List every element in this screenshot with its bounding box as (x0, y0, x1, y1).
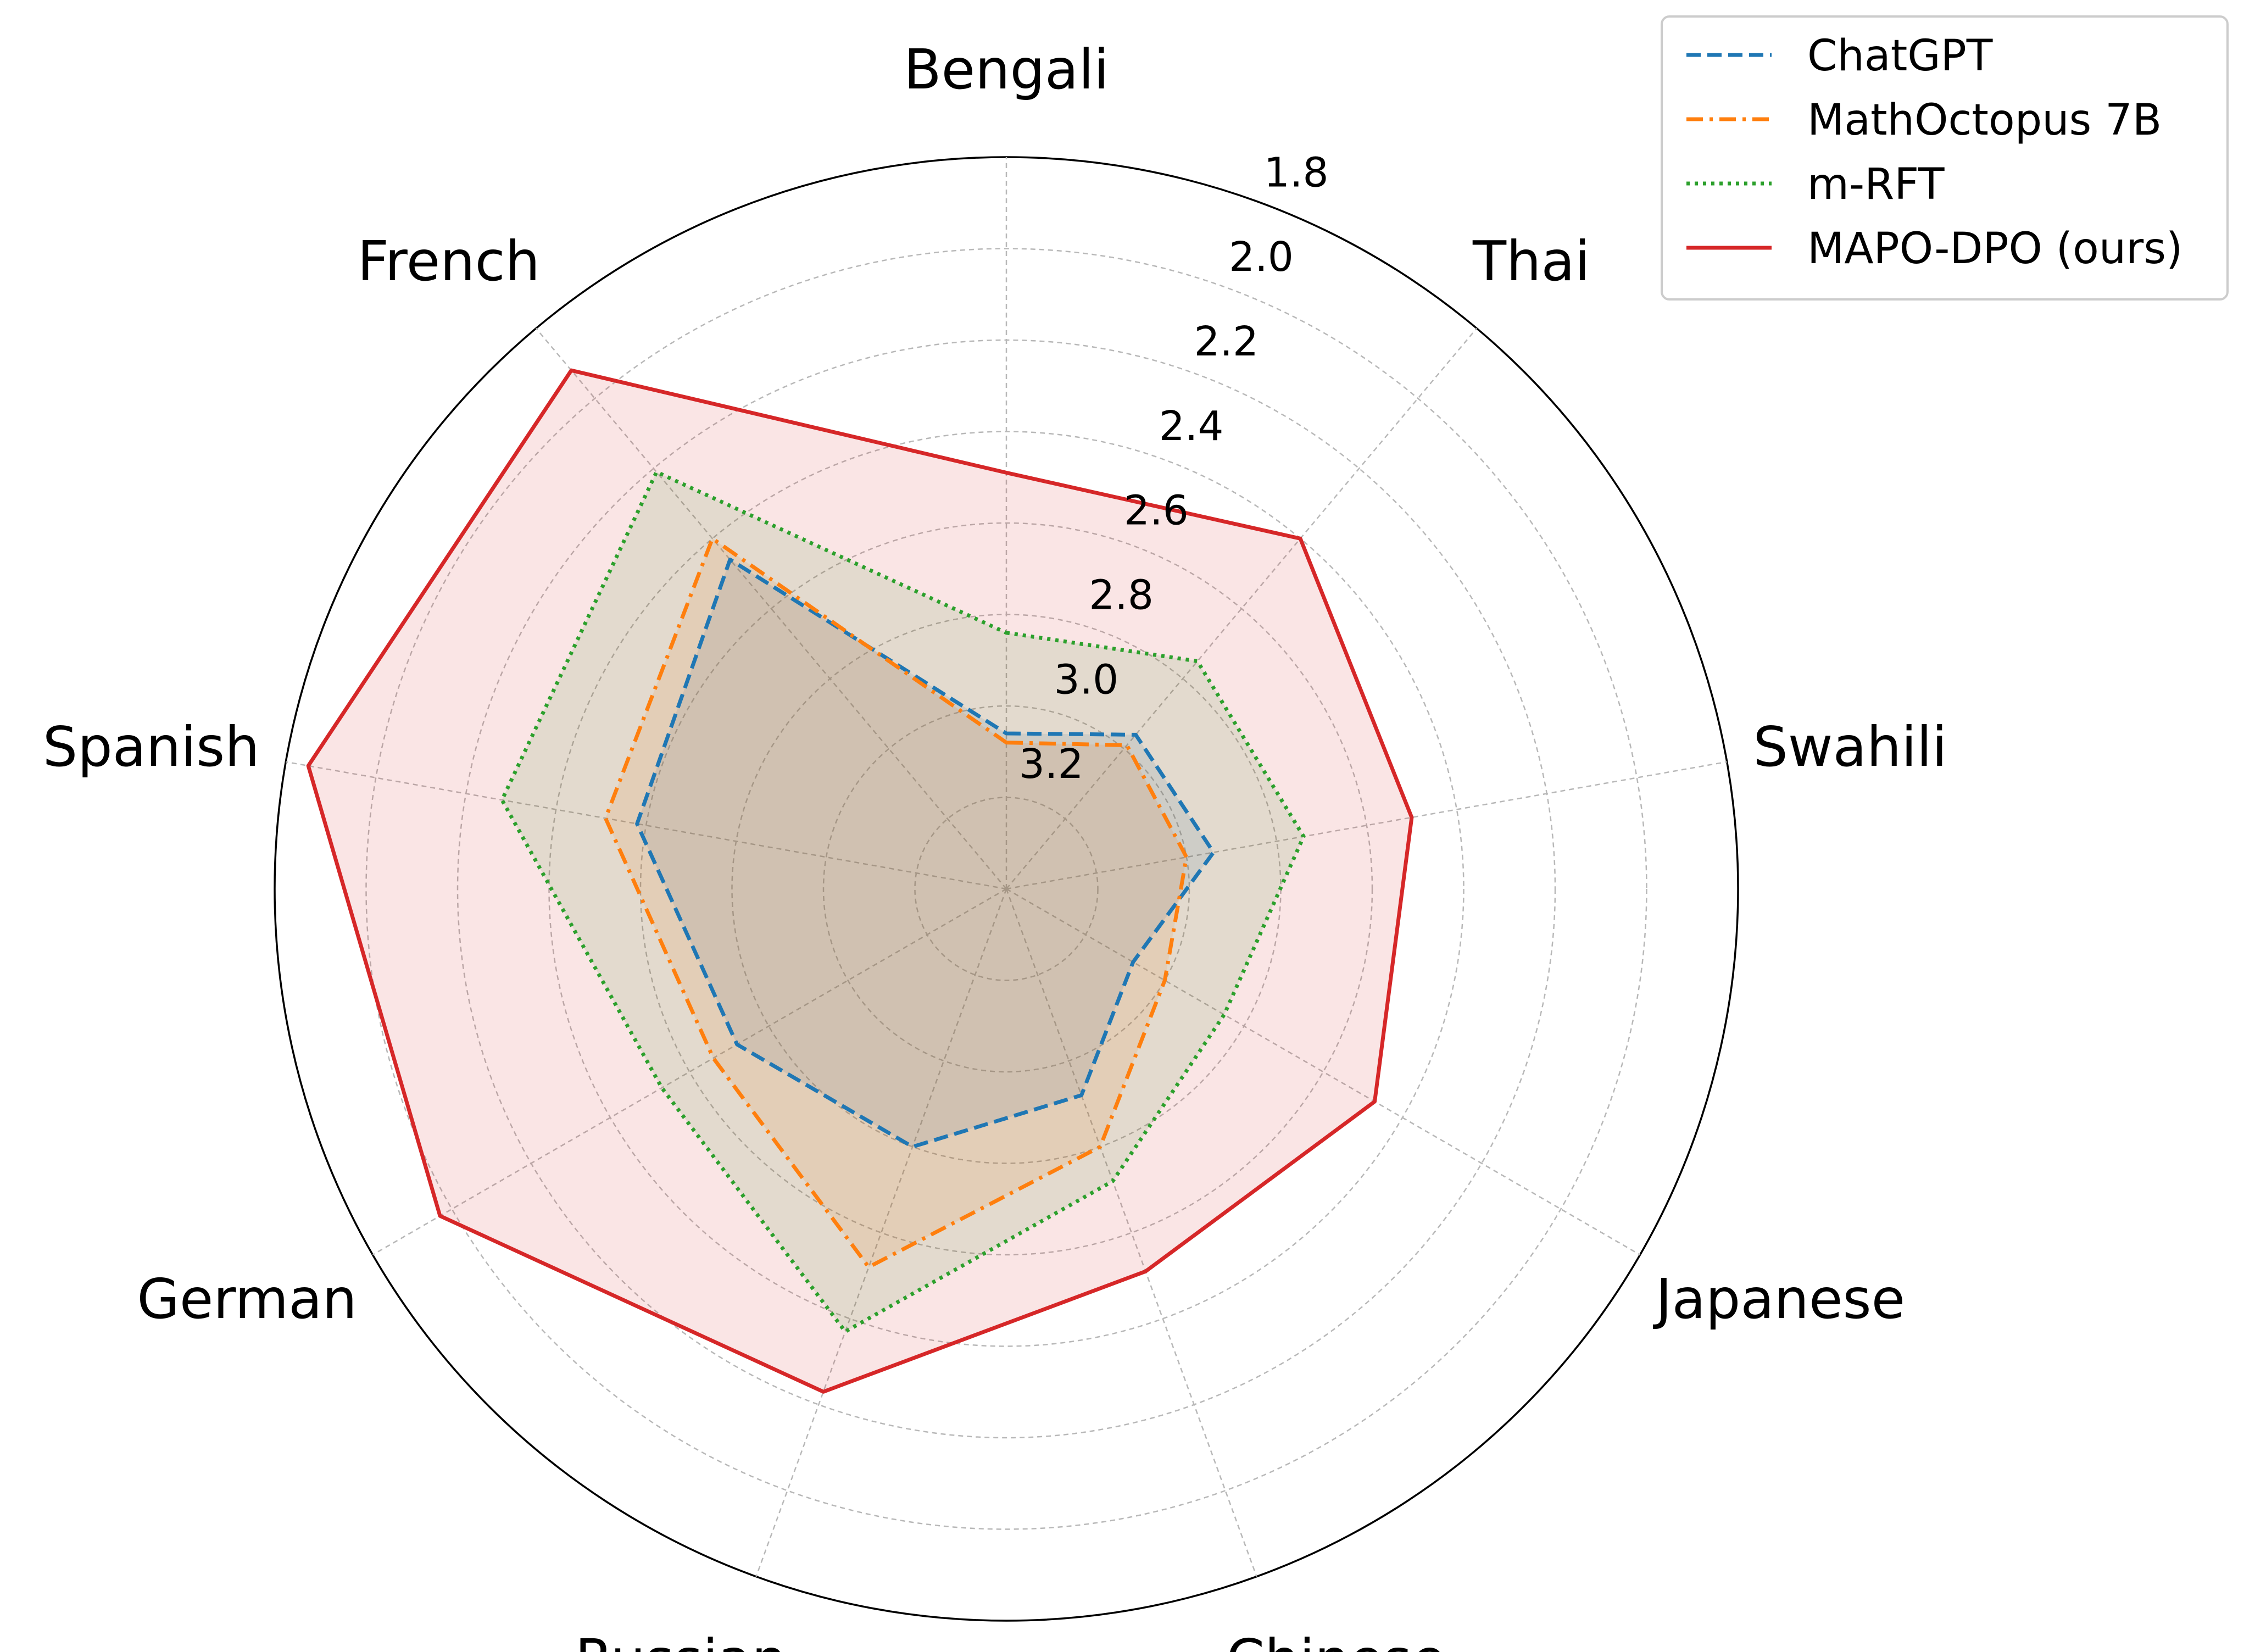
grid-circle (639, 522, 1373, 1256)
tick-layer: 1.8 2.0 2.2 2.4 2.6 2.8 3.0 3.2 (1019, 149, 1329, 788)
radial-tick-label: 2.8 (1089, 572, 1154, 619)
grid-spoke (1006, 327, 1478, 889)
series-fill (605, 538, 1187, 1267)
legend-label: MAPO-DPO (ours) (1807, 224, 2182, 274)
radial-tick-label: 3.2 (1019, 741, 1084, 788)
grid-spoke (1006, 761, 1727, 890)
grid-spoke (1006, 888, 1641, 1256)
grid-spoke (755, 888, 1007, 1577)
legend-label: MathOctopus 7B (1807, 96, 2162, 145)
radial-tick-label: 2.4 (1159, 403, 1224, 450)
grid-spoke (372, 888, 1007, 1256)
axis-label-russian: Russian (575, 1627, 787, 1652)
grid-spoke (535, 327, 1007, 889)
series-line-mapo-dpo-ours (306, 368, 1414, 1394)
radial-tick-label: 2.0 (1229, 233, 1294, 281)
grid-spoke (286, 761, 1007, 890)
series-layer (306, 368, 1414, 1394)
axis-label-german: German (137, 1267, 357, 1331)
axis-label-swahili: Swahili (1753, 715, 1947, 779)
axis-label-bengali: Bengali (904, 37, 1109, 102)
legend-box (1661, 15, 2229, 301)
legend-label: ChatGPT (1807, 31, 1993, 81)
grid-spoke (1005, 888, 1257, 1577)
radial-tick-label: 2.6 (1124, 487, 1189, 535)
series-line-chatgpt (635, 558, 1216, 1149)
radial-tick-label: 1.8 (1264, 149, 1329, 196)
radial-tick-label: 3.0 (1054, 656, 1119, 703)
axis-label-layer: Bengali Thai Swahili Japanese Chinese Russian… (43, 37, 1947, 1652)
axis-label-japanese: Japanese (1652, 1267, 1905, 1331)
axis-label-french: French (358, 229, 540, 293)
grid-circle (365, 248, 1647, 1530)
legend: ChatGPT MathOctopus 7B m-RFT MAPO-DPO (ours… (1661, 15, 2229, 301)
series-fill (637, 559, 1214, 1147)
legend-label: m-RFT (1807, 160, 1945, 209)
series-line-mathoctopus-7b (603, 536, 1189, 1269)
axis-label-spanish: Spanish (43, 715, 260, 779)
grid-circle (822, 705, 1190, 1073)
series-fill (308, 370, 1412, 1392)
radial-tick-label: 2.2 (1194, 318, 1259, 365)
axis-label-chinese: Chinese (1226, 1627, 1446, 1652)
grid-layer (274, 156, 1739, 1622)
axis-label-thai: Thai (1472, 229, 1590, 293)
series-fill (502, 472, 1304, 1332)
